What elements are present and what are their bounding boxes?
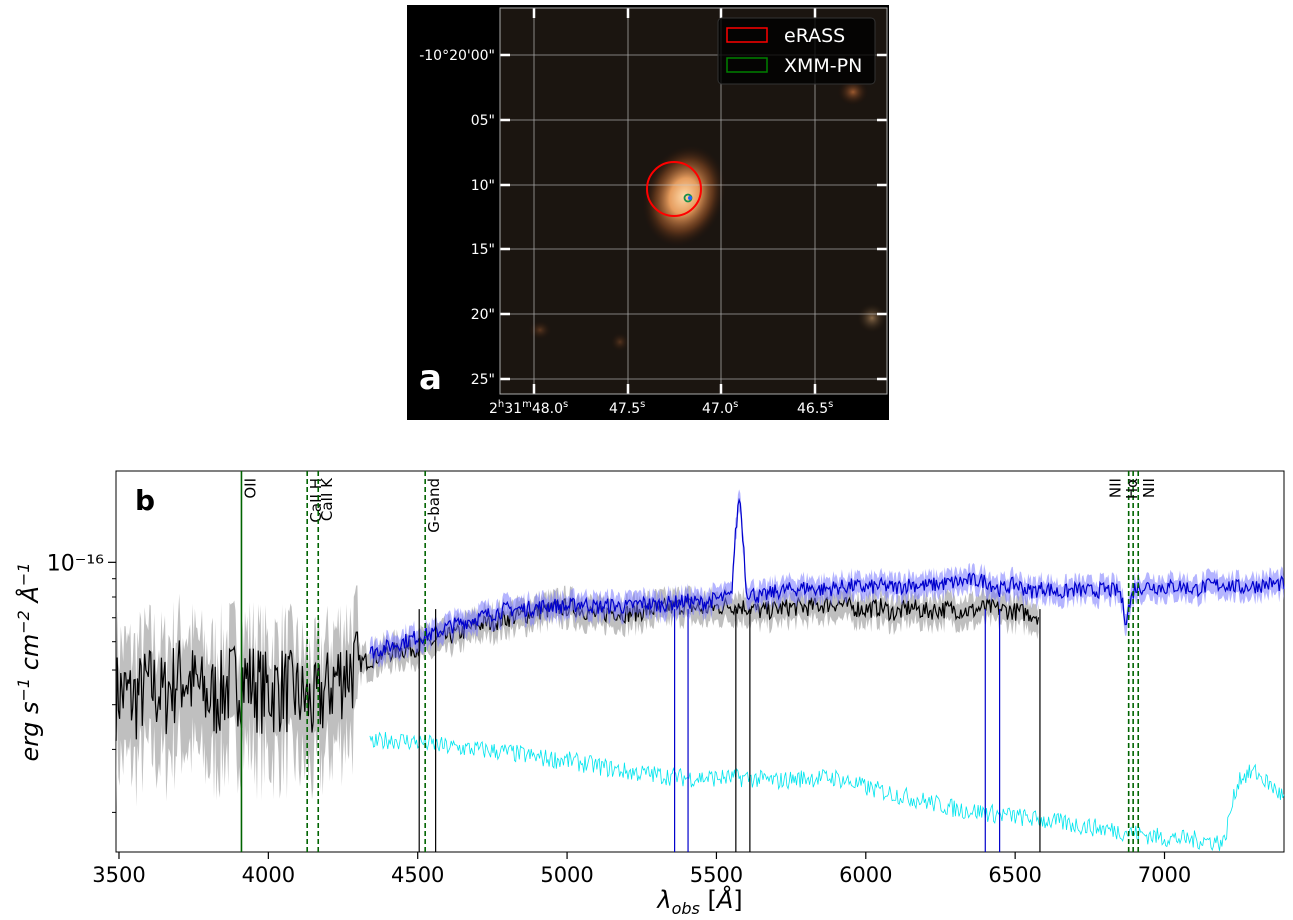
x-tick-label: 7000	[1138, 863, 1191, 887]
spectrum-error-band	[369, 489, 1284, 670]
ra-tick-label: 47.5s	[609, 399, 645, 417]
y-axis-label: erg s−1 cm−2 Å−1	[14, 562, 44, 761]
spectral-line-label: NII	[1140, 478, 1158, 498]
ra-tick-label: 47.0s	[702, 399, 738, 417]
erass-circle	[646, 161, 702, 217]
ra-tick-label: 2h31m48.0s	[489, 399, 568, 417]
x-tick-label: 5000	[540, 863, 593, 887]
legend-swatch-xmm-pn	[726, 57, 768, 73]
x-tick-label: 6000	[839, 863, 892, 887]
dec-tick-label: 05"	[471, 113, 495, 129]
spectral-line-label: CaII H	[307, 478, 325, 523]
x-tick-label: 3500	[92, 863, 145, 887]
spectrum-line	[369, 497, 1285, 659]
axes: 3500 4000 4500 5000 5500 6000 6500 7000 10⁻¹⁶	[47, 551, 1191, 887]
x-tick-label: 4500	[391, 863, 444, 887]
axis-ticks	[499, 7, 888, 395]
spectrum-line	[369, 731, 1285, 851]
background-galaxy-4	[610, 332, 630, 352]
background-galaxy-2	[856, 302, 888, 334]
legend-box	[717, 17, 876, 85]
position-marker	[688, 196, 692, 200]
spectral-line-label: CaII K	[318, 477, 336, 521]
spectral-line-label: OII	[241, 478, 259, 499]
panel-b-label: b	[135, 484, 155, 517]
spectrum-error-band	[116, 584, 1039, 808]
background-galaxy-1	[837, 78, 869, 106]
spectrum-plot	[115, 489, 1285, 852]
dec-tick-label: 25"	[471, 372, 495, 388]
ra-tick-labels: 2h31m48.0s 47.5s 47.0s 46.5s	[489, 399, 833, 417]
legend: eRASS XMM-PN	[717, 17, 876, 85]
dec-tick-label: -10°20'00"	[419, 48, 495, 64]
host-galaxy	[642, 145, 726, 247]
panel-a-label: a	[419, 358, 442, 398]
panel-a: eRASS XMM-PN -10°20'00" 05" 10" 15" 20" …	[407, 5, 889, 420]
dec-tick-labels: -10°20'00" 05" 10" 15" 20" 25"	[419, 48, 495, 388]
legend-swatch-erass	[726, 27, 768, 43]
dec-tick-label: 20"	[471, 307, 495, 323]
y-tick-label: 10⁻¹⁶	[47, 551, 104, 576]
spectral-line-label: NII	[1107, 478, 1125, 498]
image-frame	[499, 7, 888, 395]
spectral-line-label: G-band	[425, 478, 443, 533]
x-tick-label: 4000	[242, 863, 295, 887]
dec-tick-label: 15"	[471, 242, 495, 258]
x-tick-label: 6500	[988, 863, 1041, 887]
x-tick-label: 5500	[690, 863, 743, 887]
ra-tick-label: 46.5s	[797, 399, 833, 417]
background-galaxy-3	[528, 320, 552, 340]
spectral-line-label: Hα	[1123, 478, 1141, 499]
x-axis-label: λobs [Å]	[655, 885, 742, 918]
legend-label-erass: eRASS	[784, 25, 845, 47]
legend-label-xmm-pn: XMM-PN	[784, 55, 862, 77]
dec-tick-label: 10"	[471, 178, 495, 194]
